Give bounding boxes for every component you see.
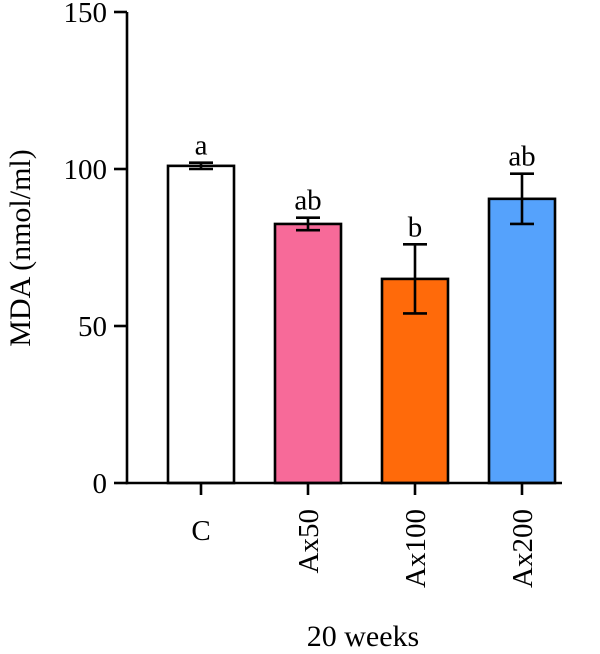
bars-layer <box>166 164 557 485</box>
y-axis-title: MDA (nmol/ml) <box>4 149 37 347</box>
significance-label: ab <box>294 185 321 217</box>
error-bar-ax50 <box>296 216 320 232</box>
y-tick-label: 100 <box>64 154 108 186</box>
x-axis-title: 20 weeks <box>307 620 419 653</box>
bar-ax50 <box>273 222 343 485</box>
y-tick-label: 50 <box>78 311 107 343</box>
significance-label: b <box>408 211 423 243</box>
x-tick-label: Ax100 <box>400 509 432 588</box>
bar-c <box>166 164 236 485</box>
significance-label: ab <box>508 141 535 173</box>
bar-ax200 <box>487 197 557 485</box>
error-bars-layer <box>189 161 534 315</box>
y-tick-label: 0 <box>93 468 108 500</box>
x-tick-label: Ax50 <box>293 509 325 573</box>
significance-label: a <box>195 130 208 162</box>
x-tick-label: Ax200 <box>507 509 539 588</box>
y-tick-label: 150 <box>64 0 108 29</box>
labels-layer: a Cab Ax50 b Ax100 ab Ax200 0 50 100 150 <box>64 0 540 588</box>
error-bar-ax200 <box>510 172 534 226</box>
x-tick-label: C <box>191 515 210 547</box>
error-bar-ax100 <box>403 243 427 315</box>
axes-layer <box>114 10 562 495</box>
error-bar-c <box>189 161 213 171</box>
